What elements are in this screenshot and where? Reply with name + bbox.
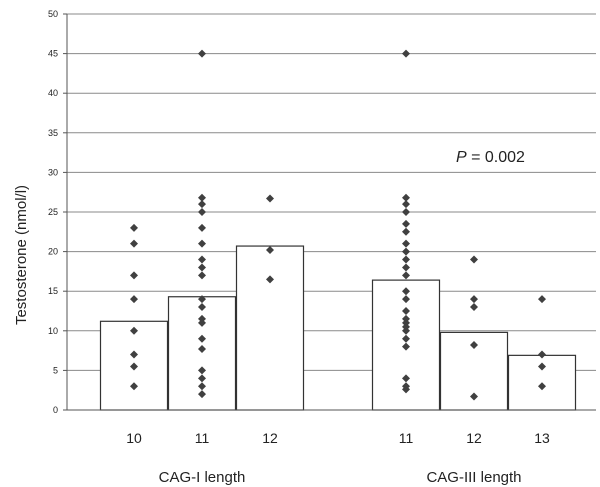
y-tick-label: 50 xyxy=(48,9,58,19)
data-point xyxy=(266,275,274,284)
data-point xyxy=(402,49,410,58)
data-point xyxy=(402,374,410,383)
data-point xyxy=(402,271,410,280)
y-tick-label: 35 xyxy=(48,128,58,138)
data-point xyxy=(470,255,478,264)
data-point xyxy=(198,239,206,248)
data-point xyxy=(198,366,206,375)
group-axis-label: CAG-I length xyxy=(159,469,246,486)
data-point xyxy=(402,219,410,228)
data-point xyxy=(198,263,206,272)
data-point xyxy=(470,295,478,304)
bar xyxy=(235,245,305,411)
y-tick-label: 25 xyxy=(48,207,58,217)
y-tick-label: 40 xyxy=(48,88,58,98)
data-point xyxy=(470,341,478,350)
data-point xyxy=(198,334,206,343)
data-point xyxy=(198,271,206,280)
data-point xyxy=(402,334,410,343)
data-point xyxy=(198,255,206,264)
data-point xyxy=(402,208,410,216)
axes: 0 5 10 15 20 25 30 35 40 45 50 10 11 12 CAG-I length 11… xyxy=(48,9,596,486)
bars xyxy=(99,245,577,411)
data-point xyxy=(538,362,546,371)
y-tick-label: 0 xyxy=(53,405,58,415)
y-tick-label: 45 xyxy=(48,49,58,59)
data-point xyxy=(402,247,410,256)
data-point xyxy=(402,326,410,335)
data-point xyxy=(266,246,274,255)
y-tick-label: 20 xyxy=(48,247,58,257)
p-value-text: = 0.002 xyxy=(467,149,525,166)
data-point xyxy=(130,239,138,248)
data-point xyxy=(130,382,138,391)
data-point xyxy=(198,382,206,391)
data-point xyxy=(402,263,410,272)
data-point xyxy=(538,350,546,359)
data-point xyxy=(402,239,410,248)
data-point xyxy=(198,374,206,383)
data-points xyxy=(130,49,546,401)
data-point xyxy=(130,271,138,280)
data-point xyxy=(198,193,206,202)
data-point xyxy=(538,295,546,304)
data-point xyxy=(538,382,546,391)
p-value-annotation: P = 0.002 xyxy=(456,149,525,166)
data-point xyxy=(470,303,478,312)
data-point xyxy=(402,287,410,296)
y-tick-label: 15 xyxy=(48,286,58,296)
data-point xyxy=(130,295,138,304)
y-tick-label: 10 xyxy=(48,326,58,336)
data-point xyxy=(470,392,478,401)
data-point xyxy=(198,208,206,216)
p-value-symbol: P xyxy=(456,149,467,166)
data-point xyxy=(130,326,138,335)
x-tick-label: 13 xyxy=(534,430,550,446)
data-point xyxy=(130,350,138,359)
data-point xyxy=(402,193,410,202)
data-point xyxy=(266,194,274,203)
data-point xyxy=(198,295,206,304)
data-point xyxy=(198,318,206,327)
data-point xyxy=(198,390,206,399)
data-point xyxy=(198,49,206,58)
x-tick-label: 12 xyxy=(262,430,278,446)
data-point xyxy=(402,295,410,304)
x-tick-label: 11 xyxy=(399,430,414,446)
data-point xyxy=(198,303,206,312)
data-point xyxy=(402,227,410,236)
x-tick-label: 11 xyxy=(195,430,210,446)
data-point xyxy=(130,362,138,371)
data-point xyxy=(402,307,410,315)
data-point xyxy=(198,345,206,354)
data-point xyxy=(402,255,410,264)
y-axis-label: Testosterone (nmol/l) xyxy=(13,185,30,325)
group-axis-label: CAG-III length xyxy=(426,469,521,486)
x-tick-label: 10 xyxy=(126,430,142,446)
data-point xyxy=(198,223,206,232)
data-point xyxy=(402,200,410,209)
data-point xyxy=(130,223,138,232)
y-tick-label: 30 xyxy=(48,167,58,177)
data-point xyxy=(198,200,206,209)
y-tick-label: 5 xyxy=(53,365,58,375)
data-point xyxy=(402,385,410,394)
data-point xyxy=(402,342,410,351)
x-tick-label: 12 xyxy=(466,430,482,446)
